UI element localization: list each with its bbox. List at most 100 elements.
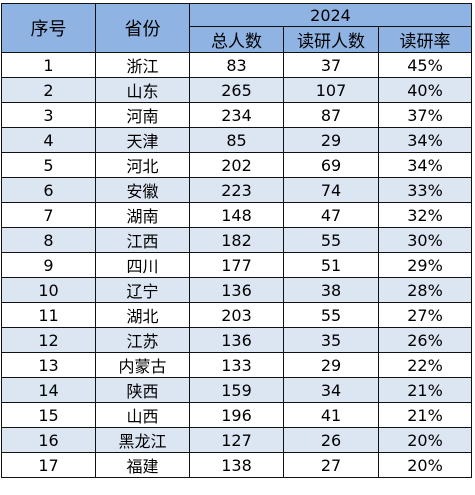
cell-province: 山东 <box>95 77 190 103</box>
header-total: 总人数 <box>189 26 284 53</box>
cell-index: 12 <box>1 327 96 353</box>
cell-grad: 55 <box>283 302 379 328</box>
cell-rate: 27% <box>378 302 472 328</box>
cell-total: 85 <box>189 127 284 153</box>
cell-total: 202 <box>189 152 284 178</box>
cell-province: 山西 <box>95 402 190 428</box>
cell-index: 8 <box>1 227 96 253</box>
cell-grad: 26 <box>283 427 379 453</box>
cell-index: 7 <box>1 202 96 228</box>
cell-province: 湖北 <box>95 302 190 328</box>
cell-rate: 20% <box>378 452 472 478</box>
cell-grad: 107 <box>283 77 379 103</box>
cell-index: 5 <box>1 152 96 178</box>
table-row: 10 辽宁 136 38 28% <box>1 277 472 303</box>
cell-province: 江苏 <box>95 327 190 353</box>
cell-rate: 45% <box>378 52 472 78</box>
cell-rate: 40% <box>378 77 472 103</box>
cell-rate: 32% <box>378 202 472 228</box>
cell-total: 148 <box>189 202 284 228</box>
table-row: 14 陕西 159 34 21% <box>1 377 472 403</box>
table-row: 9 四川 177 51 29% <box>1 252 472 278</box>
cell-grad: 69 <box>283 152 379 178</box>
cell-total: 133 <box>189 352 284 378</box>
cell-rate: 22% <box>378 352 472 378</box>
cell-rate: 34% <box>378 127 472 153</box>
cell-index: 16 <box>1 427 96 453</box>
table-row: 4 天津 85 29 34% <box>1 127 472 153</box>
cell-rate: 28% <box>378 277 472 303</box>
cell-province: 四川 <box>95 252 190 278</box>
table-row: 12 江苏 136 35 26% <box>1 327 472 353</box>
cell-grad: 74 <box>283 177 379 203</box>
header-row-bottom: 总人数 读研人数 读研率 <box>2 26 472 53</box>
cell-rate: 20% <box>378 427 472 453</box>
cell-rate: 26% <box>378 327 472 353</box>
cell-index: 6 <box>1 177 96 203</box>
cell-grad: 51 <box>283 252 379 278</box>
table-row: 17 福建 138 27 20% <box>1 452 472 478</box>
cell-province: 福建 <box>95 452 190 478</box>
table-body: 1 浙江 83 37 45% 2 山东 265 107 40% 3 河南 234 87 37% 4 天津 85 29… <box>1 52 472 478</box>
cell-total: 177 <box>189 252 284 278</box>
table-row: 13 内蒙古 133 29 22% <box>1 352 472 378</box>
cell-rate: 33% <box>378 177 472 203</box>
header-row-top: 序号 省份 2024 <box>1 3 472 53</box>
table-row: 16 黑龙江 127 26 20% <box>1 427 472 453</box>
cell-province: 河南 <box>95 102 190 128</box>
cell-province: 内蒙古 <box>95 352 190 378</box>
header-grad: 读研人数 <box>283 26 379 53</box>
cell-province: 天津 <box>95 127 190 153</box>
cell-grad: 38 <box>283 277 379 303</box>
header-index: 序号 <box>1 3 96 53</box>
cell-total: 223 <box>189 177 284 203</box>
cell-rate: 21% <box>378 402 472 428</box>
cell-index: 14 <box>1 377 96 403</box>
cell-rate: 29% <box>378 252 472 278</box>
cell-index: 1 <box>1 52 96 78</box>
cell-province: 浙江 <box>95 52 190 78</box>
cell-rate: 37% <box>378 102 472 128</box>
cell-total: 182 <box>189 227 284 253</box>
cell-province: 辽宁 <box>95 277 190 303</box>
cell-grad: 29 <box>283 127 379 153</box>
table-header: 序号 省份 2024 总人数 读研人数 读研率 <box>1 3 472 53</box>
cell-grad: 87 <box>283 102 379 128</box>
cell-index: 13 <box>1 352 96 378</box>
cell-total: 203 <box>189 302 284 328</box>
cell-grad: 34 <box>283 377 379 403</box>
cell-province: 河北 <box>95 152 190 178</box>
table-row: 8 江西 182 55 30% <box>1 227 472 253</box>
cell-grad: 29 <box>283 352 379 378</box>
table-row: 5 河北 202 69 34% <box>1 152 472 178</box>
cell-rate: 30% <box>378 227 472 253</box>
table-row: 2 山东 265 107 40% <box>1 77 472 103</box>
header-rate: 读研率 <box>378 26 472 53</box>
cell-grad: 27 <box>283 452 379 478</box>
cell-province: 安徽 <box>95 177 190 203</box>
graduate-rate-table: 序号 省份 2024 总人数 读研人数 读研率 1 浙江 83 37 45% 2 山东 265… <box>1 3 472 478</box>
table-row: 1 浙江 83 37 45% <box>1 52 472 78</box>
cell-total: 159 <box>189 377 284 403</box>
cell-total: 136 <box>189 277 284 303</box>
cell-grad: 55 <box>283 227 379 253</box>
cell-total: 127 <box>189 427 284 453</box>
cell-grad: 37 <box>283 52 379 78</box>
table-row: 3 河南 234 87 37% <box>1 102 472 128</box>
cell-rate: 21% <box>378 377 472 403</box>
cell-total: 196 <box>189 402 284 428</box>
cell-index: 15 <box>1 402 96 428</box>
header-year: 2024 <box>189 3 472 27</box>
cell-total: 234 <box>189 102 284 128</box>
cell-index: 2 <box>1 77 96 103</box>
cell-index: 3 <box>1 102 96 128</box>
cell-grad: 35 <box>283 327 379 353</box>
cell-total: 265 <box>189 77 284 103</box>
table-row: 6 安徽 223 74 33% <box>1 177 472 203</box>
table-row: 7 湖南 148 47 32% <box>1 202 472 228</box>
cell-province: 江西 <box>95 227 190 253</box>
cell-grad: 41 <box>283 402 379 428</box>
cell-index: 11 <box>1 302 96 328</box>
table-row: 11 湖北 203 55 27% <box>1 302 472 328</box>
